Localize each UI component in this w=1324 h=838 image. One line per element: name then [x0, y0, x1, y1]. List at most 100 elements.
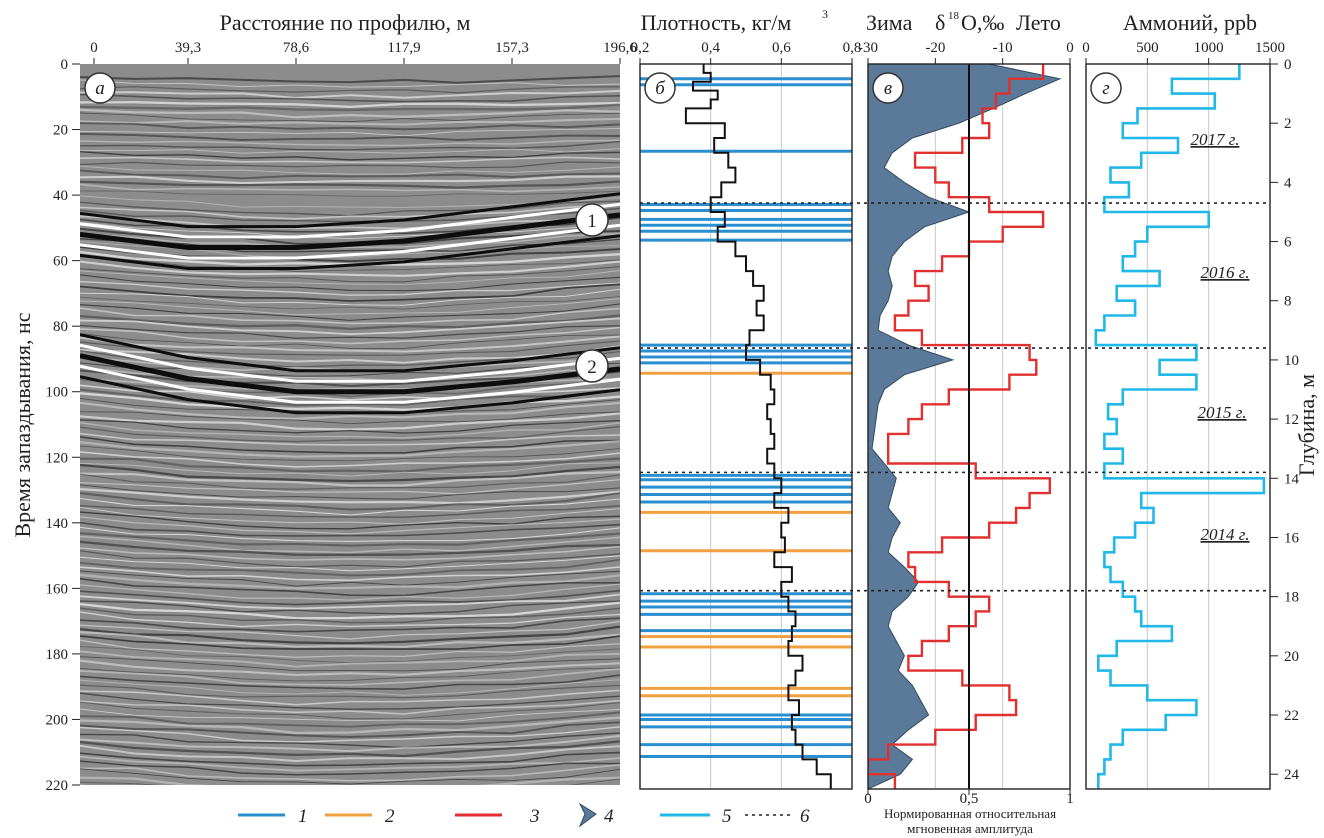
radargram-reflection: [80, 150, 620, 161]
radargram-reflection: [80, 203, 620, 220]
legend-label-5: 5: [722, 806, 732, 827]
radargram-reflection: [80, 701, 620, 720]
horizon-1-label: 1: [587, 211, 597, 232]
radargram-reflection: [80, 555, 620, 572]
radargram-reflection: [80, 716, 620, 735]
radargram-reflection: [80, 573, 620, 590]
horizon-2-marker: [575, 349, 609, 383]
radargram-reflection: [80, 180, 620, 189]
radargram-reflection: [80, 79, 620, 88]
panel-c-letter: в: [884, 78, 892, 99]
radargram-x-tick-label: 157,3: [495, 40, 529, 56]
radargram-reflection: [80, 283, 620, 302]
radargram-reflection: [80, 526, 620, 542]
radargram-reflection: [80, 639, 620, 658]
legend: 1 2 3 4 5 6: [238, 802, 810, 828]
radargram-reflection: [80, 139, 620, 147]
isotope-panel: Зима δ 18 О,‰ Лето -30 -20 -10 0 0 0,5 1 Норм…: [858, 10, 1074, 836]
amplitude-label-line-2: мгновенная амплитуда: [907, 821, 1033, 836]
radargram-y-tick-label: 80: [53, 319, 68, 335]
isotope-frame: [867, 63, 1071, 790]
depth-tick-label: 18: [1284, 590, 1299, 606]
isotope-x-tick-label: 0: [1066, 40, 1074, 56]
horizon-2-reflection: [80, 364, 620, 404]
radargram-x-tick-label: 196,6: [603, 40, 637, 56]
isotope-title-unit: О,‰: [961, 10, 1004, 35]
radargram-reflection: [80, 86, 620, 94]
isotope-series-line: [868, 64, 1051, 789]
radargram-y-tick-label: 200: [46, 712, 69, 728]
radargram-reflection: [80, 763, 620, 782]
radargram-reflection: [80, 256, 620, 272]
radargram-reflection: [80, 768, 620, 785]
density-title-superscript: 3: [822, 7, 828, 21]
ammonium-series-line: [1094, 64, 1266, 789]
radargram-reflection: [80, 169, 620, 180]
radargram-reflection: [80, 241, 620, 259]
radargram-reflection: [80, 708, 620, 722]
radargram-reflection: [80, 532, 620, 547]
radargram-reflections: [80, 75, 620, 785]
radargram-reflection: [80, 635, 620, 650]
radargram-x-tick-label: 117,9: [387, 40, 420, 56]
isotope-x-ticks: -30 -20 -10 0: [858, 40, 1074, 64]
amplitude-label-line-1: Нормированная относительная: [884, 806, 1056, 821]
radargram-reflection: [80, 535, 620, 554]
horizon-2-reflection: [80, 333, 620, 373]
radargram-reflection: [80, 335, 620, 353]
radargram-reflection: [80, 462, 620, 477]
density-panel: Плотность, кг/м 3 0,2 0,4 0,6 0,8 б: [631, 7, 861, 790]
radargram-reflection: [80, 307, 620, 325]
radargram-reflection: [80, 419, 620, 434]
radargram-reflection: [80, 611, 620, 628]
horizon-1-reflection: [80, 234, 620, 270]
radargram-reflection: [80, 388, 620, 407]
radargram-reflection: [80, 491, 620, 511]
legend-label-1: 1: [298, 806, 308, 827]
radargram-reflection: [80, 650, 620, 668]
radargram-reflection: [80, 421, 620, 439]
radargram-reflection: [80, 521, 620, 537]
isotope-x-tick-label: -30: [858, 40, 878, 56]
legend-label-3: 3: [529, 806, 540, 827]
radargram-reflection: [80, 566, 620, 582]
radargram-reflection: [80, 684, 620, 699]
depth-tick-label: 20: [1284, 649, 1299, 665]
ammonium-x-tick-label: 1500: [1255, 40, 1285, 56]
radargram-reflection: [80, 112, 620, 123]
radargram-reflection: [80, 161, 620, 169]
radargram-reflection: [80, 326, 620, 345]
ammonium-frame: [1085, 63, 1271, 790]
ammonium-x-tick-label: 500: [1136, 40, 1159, 56]
year-label-2017: 2017 г.: [1191, 130, 1240, 149]
depth-tick-label: 4: [1284, 175, 1292, 191]
radargram-reflection: [80, 101, 620, 109]
radargram-reflection: [80, 260, 620, 277]
radargram-y-tick-label: 0: [61, 57, 69, 73]
radargram-reflection: [80, 699, 620, 715]
radargram-reflection: [80, 411, 620, 425]
radargram-reflection: [80, 470, 620, 487]
density-x-tick-label: 0,4: [701, 40, 720, 56]
radargram-reflection: [80, 656, 620, 672]
ammonium-x-tick-label: 0: [1082, 40, 1090, 56]
radargram-reflection: [80, 506, 620, 525]
radargram-reflection: [80, 340, 620, 356]
panel-a-marker: [84, 72, 116, 104]
radargram-y-tick-label: 20: [53, 123, 68, 139]
radargram-reflection: [80, 140, 620, 151]
radargram-reflection: [80, 362, 620, 377]
radargram-reflection: [80, 550, 620, 568]
ammonium-grid: [1146, 64, 1210, 789]
radargram-y-tick-label: 100: [46, 385, 69, 401]
radargram-reflection: [80, 620, 620, 640]
radargram-y-tick-label: 220: [46, 778, 69, 794]
radargram-reflection: [80, 221, 620, 240]
radargram-reflection: [80, 668, 620, 686]
radargram-title: Расстояние по профилю, м: [220, 10, 471, 35]
radargram-panel: Расстояние по профилю, м 0 39,3 78,6 117,9 1…: [10, 10, 637, 794]
radargram-reflection: [80, 711, 620, 728]
radargram-reflection: [80, 776, 620, 785]
horizon-1-reflection: [80, 192, 620, 229]
radargram-reflection: [80, 479, 620, 495]
